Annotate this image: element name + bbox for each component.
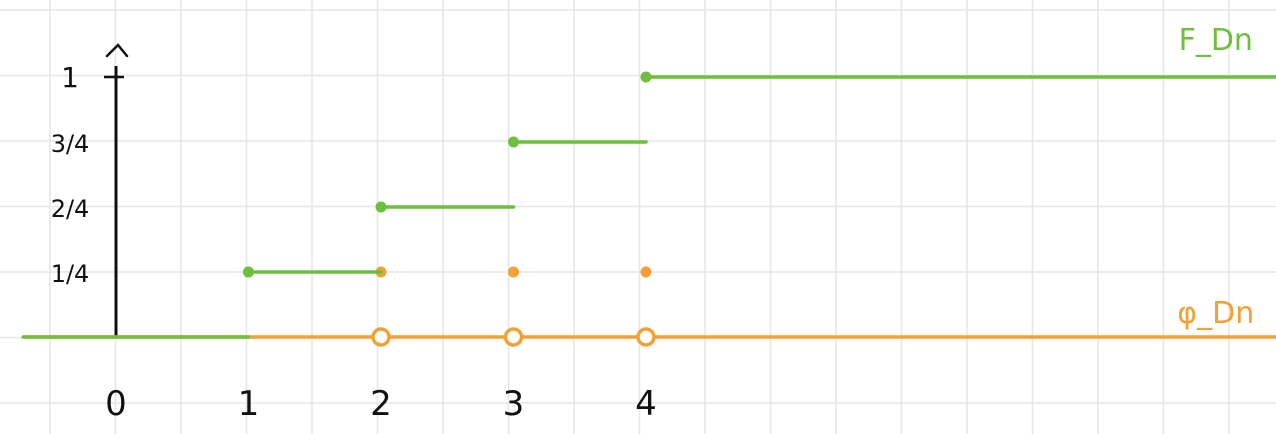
axes	[76, 43, 1276, 339]
series-point-filled	[508, 136, 519, 148]
x-tick-label: 1	[238, 384, 260, 424]
x-tick-label: 4	[635, 384, 657, 424]
y-tick-label: 2/4	[51, 195, 90, 223]
series-point-open	[371, 327, 391, 347]
series-label: F_Dn	[1179, 23, 1253, 58]
series-point-filled	[640, 71, 652, 83]
y-tick-label: 1/4	[51, 260, 90, 288]
series-point-filled	[243, 266, 254, 278]
x-tick-label: 2	[370, 384, 392, 424]
series	[21, 71, 1276, 347]
x-tick-label: 0	[105, 384, 127, 424]
series-point-filled	[640, 266, 652, 278]
series-point-filled	[508, 266, 519, 278]
series-label: φ_Dn	[1177, 296, 1254, 331]
x-tick-label: 3	[503, 384, 525, 424]
y-tick-label: 3/4	[51, 130, 90, 158]
series-point-open	[636, 327, 656, 347]
y-axis-arrow	[105, 43, 129, 58]
series-point-filled	[375, 201, 387, 213]
labels: 0 1 2 3 4 1/4 2/4 3/4 1 F_Dn φ_Dn	[51, 23, 1255, 424]
y-tick-label: 1	[61, 61, 79, 94]
series-point-open	[503, 327, 524, 347]
